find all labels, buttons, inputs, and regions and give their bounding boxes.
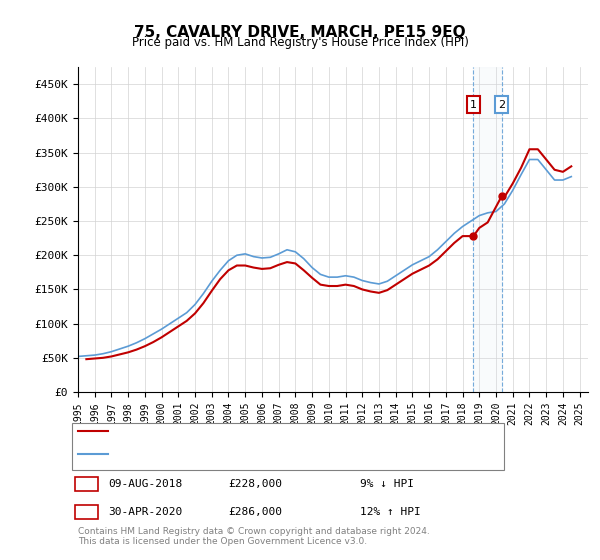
- Text: Contains HM Land Registry data © Crown copyright and database right 2024.
This d: Contains HM Land Registry data © Crown c…: [78, 526, 430, 546]
- Text: 2: 2: [83, 507, 90, 517]
- Text: 9% ↓ HPI: 9% ↓ HPI: [360, 479, 414, 489]
- Text: 30-APR-2020: 30-APR-2020: [108, 507, 182, 517]
- Text: £286,000: £286,000: [228, 507, 282, 517]
- Text: £228,000: £228,000: [228, 479, 282, 489]
- Text: 09-AUG-2018: 09-AUG-2018: [108, 479, 182, 489]
- Text: 1: 1: [83, 479, 90, 489]
- Text: 1: 1: [470, 100, 477, 110]
- Bar: [473, 67, 502, 392]
- Text: 2: 2: [498, 100, 505, 110]
- Text: 12% ↑ HPI: 12% ↑ HPI: [360, 507, 421, 517]
- Text: HPI: Average price, detached house, Fenland: HPI: Average price, detached house, Fenl…: [114, 449, 348, 459]
- Text: 75, CAVALRY DRIVE, MARCH, PE15 9EQ: 75, CAVALRY DRIVE, MARCH, PE15 9EQ: [134, 25, 466, 40]
- Text: Price paid vs. HM Land Registry's House Price Index (HPI): Price paid vs. HM Land Registry's House …: [131, 36, 469, 49]
- Text: 75, CAVALRY DRIVE, MARCH, PE15 9EQ (detached house): 75, CAVALRY DRIVE, MARCH, PE15 9EQ (deta…: [114, 426, 412, 436]
